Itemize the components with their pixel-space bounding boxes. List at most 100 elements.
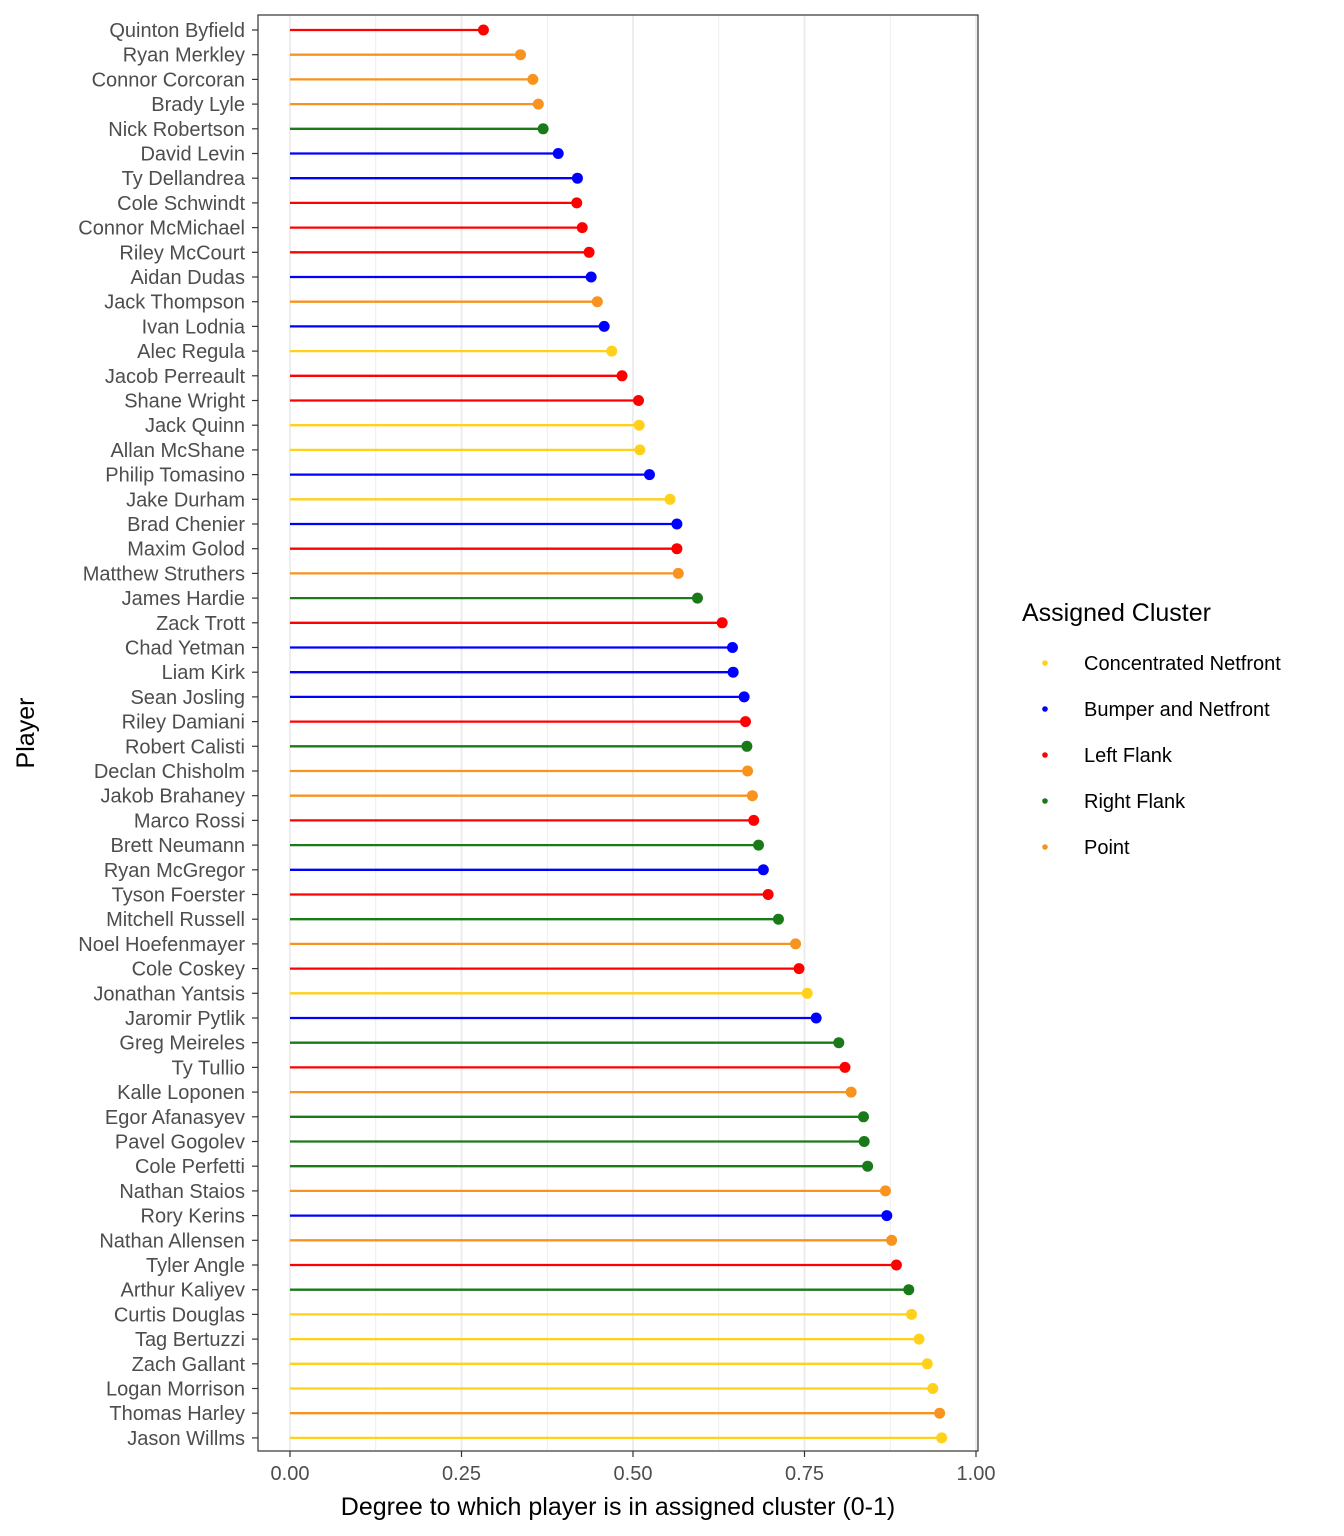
point-arthur-kaliyev: [903, 1284, 915, 1296]
point-jakob-brahaney: [746, 790, 758, 802]
y-tick-label-jaromir-pytlik: Jaromir Pytlik: [125, 1008, 246, 1030]
legend-title: Assigned Cluster: [1022, 599, 1211, 627]
y-tick-label-brad-chenier: Brad Chenier: [127, 514, 245, 536]
y-tick-label-rory-kerins: Rory Kerins: [141, 1206, 245, 1228]
y-tick-label-jake-durham: Jake Durham: [126, 489, 245, 511]
y-tick-label-thomas-harley: Thomas Harley: [109, 1403, 245, 1425]
point-rory-kerins: [881, 1210, 893, 1222]
legend-key-right-flank: [1042, 798, 1048, 804]
point-nathan-allensen: [886, 1234, 898, 1246]
point-cole-coskey: [793, 963, 805, 975]
y-tick-label-ty-dellandrea: Ty Dellandrea: [122, 168, 246, 190]
x-tick-label: 1.00: [957, 1463, 996, 1485]
legend-label-right-flank: Right Flank: [1084, 791, 1186, 813]
point-alec-regula: [606, 345, 618, 357]
y-tick-label-matthew-struthers: Matthew Struthers: [83, 563, 245, 585]
point-jonathan-yantsis: [801, 987, 813, 999]
y-tick-label-kalle-loponen: Kalle Loponen: [117, 1082, 245, 1104]
point-philip-tomasino: [643, 469, 655, 481]
legend: Assigned Cluster Concentrated Netfront Bu…: [1022, 599, 1281, 859]
point-tyler-angle: [890, 1259, 902, 1271]
point-curtis-douglas: [906, 1308, 918, 1320]
y-tick-label-jason-willms: Jason Willms: [127, 1428, 245, 1450]
panel-background: [258, 15, 978, 1451]
point-ty-dellandrea: [571, 172, 583, 184]
y-tick-label-james-hardie: James Hardie: [122, 588, 245, 610]
point-brett-neumann: [753, 839, 765, 851]
point-mitchell-russell: [772, 913, 784, 925]
point-ivan-lodnia: [598, 320, 610, 332]
point-jason-willms: [936, 1432, 948, 1444]
y-tick-label-zack-trott: Zack Trott: [156, 613, 245, 635]
y-tick-label-curtis-douglas: Curtis Douglas: [114, 1304, 245, 1326]
y-tick-label-noel-hoefenmayer: Noel Hoefenmayer: [78, 934, 245, 956]
y-tick-label-shane-wright: Shane Wright: [124, 391, 245, 413]
y-tick-label-quinton-byfield: Quinton Byfield: [109, 20, 245, 42]
point-cole-schwindt: [571, 197, 583, 209]
y-tick-label-jacob-perreault: Jacob Perreault: [105, 366, 246, 388]
point-jacob-perreault: [616, 370, 628, 382]
grid-lines: [289, 15, 977, 1451]
y-tick-label-cole-schwindt: Cole Schwindt: [117, 193, 245, 215]
y-tick-label-marco-rossi: Marco Rossi: [134, 810, 245, 832]
point-quinton-byfield: [477, 24, 489, 36]
y-tick-label-declan-chisholm: Declan Chisholm: [94, 761, 245, 783]
point-declan-chisholm: [742, 765, 754, 777]
y-tick-label-liam-kirk: Liam Kirk: [162, 662, 246, 684]
y-tick-label-connor-corcoran: Connor Corcoran: [92, 69, 245, 91]
lollipop-stems: [290, 28, 942, 1440]
point-jack-thompson: [591, 296, 603, 308]
panel-border: [257, 14, 979, 1452]
y-tick-label-brady-lyle: Brady Lyle: [151, 94, 245, 116]
point-jake-durham: [664, 493, 676, 505]
y-tick-label-greg-meireles: Greg Meireles: [119, 1033, 245, 1055]
point-riley-mccourt: [583, 246, 595, 258]
point-shane-wright: [632, 395, 644, 406]
point-zach-gallant: [921, 1358, 933, 1370]
y-tick-label-logan-morrison: Logan Morrison: [106, 1379, 245, 1401]
y-tick-label-nick-robertson: Nick Robertson: [108, 119, 245, 141]
point-connor-corcoran: [527, 73, 539, 85]
legend-key-left-flank: [1042, 752, 1048, 758]
point-nick-robertson: [537, 123, 549, 135]
point-tag-bertuzzi: [913, 1333, 925, 1345]
point-ty-tullio: [839, 1061, 851, 1073]
y-tick-label-mitchell-russell: Mitchell Russell: [106, 909, 245, 931]
point-jack-quinn: [633, 419, 645, 431]
y-tick-label-ty-tullio: Ty Tullio: [172, 1057, 245, 1079]
lollipop-points: [477, 24, 948, 1444]
y-tick-label-arthur-kaliyev: Arthur Kaliyev: [121, 1280, 246, 1302]
point-sean-josling: [738, 691, 750, 703]
point-nathan-staios: [879, 1185, 891, 1197]
point-matthew-struthers: [672, 567, 684, 579]
legend-key-point: [1042, 844, 1048, 850]
point-egor-afanasyev: [857, 1111, 869, 1123]
point-pavel-gogolev: [858, 1136, 870, 1147]
point-aidan-dudas: [585, 271, 597, 283]
point-chad-yetman: [726, 642, 738, 653]
legend-key-concentrated-netfront: [1042, 660, 1048, 666]
y-tick-label-aidan-dudas: Aidan Dudas: [130, 267, 245, 289]
y-tick-label-alec-regula: Alec Regula: [137, 341, 246, 363]
point-james-hardie: [691, 592, 703, 604]
y-tick-label-cole-perfetti: Cole Perfetti: [135, 1156, 245, 1178]
y-tick-label-robert-calisti: Robert Calisti: [125, 736, 245, 758]
point-marco-rossi: [748, 814, 760, 826]
point-liam-kirk: [727, 666, 739, 678]
point-brad-chenier: [671, 518, 683, 530]
y-tick-label-allan-mcshane: Allan McShane: [110, 440, 245, 462]
y-tick-label-chad-yetman: Chad Yetman: [125, 638, 245, 660]
y-tick-label-pavel-gogolev: Pavel Gogolev: [115, 1132, 245, 1154]
point-logan-morrison: [927, 1383, 939, 1394]
point-brady-lyle: [532, 98, 544, 110]
point-greg-meireles: [833, 1037, 845, 1049]
y-tick-label-riley-mccourt: Riley McCourt: [119, 242, 245, 264]
y-tick-label-jack-thompson: Jack Thompson: [104, 292, 245, 314]
point-ryan-mcgregor: [757, 864, 769, 876]
point-connor-mcmichael: [576, 222, 588, 234]
x-axis: 0.00 0.25 0.50 0.75 1.00: [271, 1451, 996, 1485]
y-tick-label-maxim-golod: Maxim Golod: [127, 539, 245, 561]
y-tick-label-tag-bertuzzi: Tag Bertuzzi: [135, 1329, 245, 1351]
